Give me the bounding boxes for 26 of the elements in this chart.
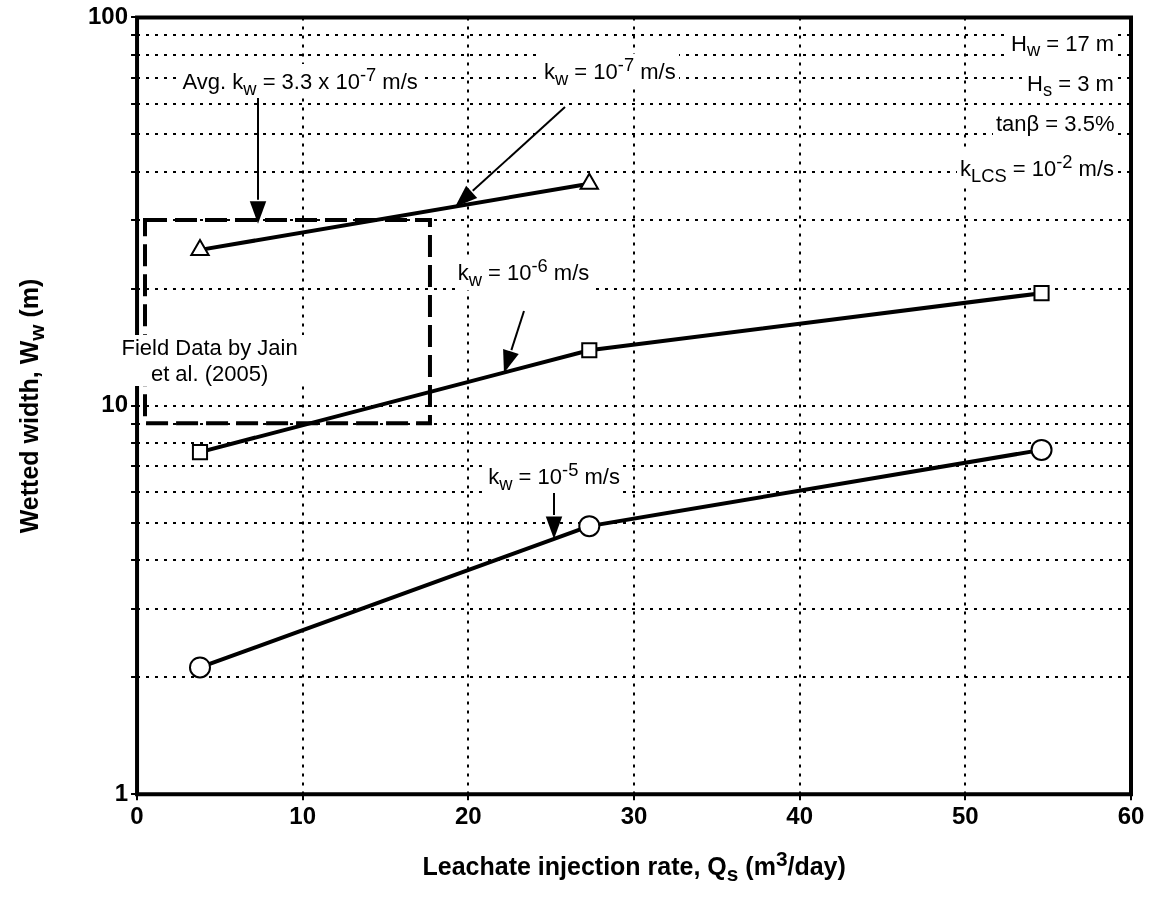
x-tick-label: 50	[951, 802, 979, 830]
annotation: Field Data by Jain et al. (2005)	[106, 335, 313, 386]
y-tick-label: 10	[101, 390, 129, 418]
x-tick-label: 10	[289, 802, 317, 830]
point	[578, 515, 601, 538]
annotation: k$_{LCS}$ = 10$^{-2}$ m/s	[957, 151, 1118, 187]
annotation: tanβ = 3.5%	[993, 111, 1118, 137]
y-tick-label: 1	[114, 778, 129, 806]
point	[1033, 285, 1050, 302]
point	[188, 656, 211, 679]
x-tick-label: 0	[130, 802, 144, 830]
point	[581, 342, 598, 359]
x-tick-label: 30	[620, 802, 648, 830]
x-tick-label: 40	[786, 802, 814, 830]
series-label: k$_{w}$ = 10$^{-5}$ m/s	[485, 459, 623, 495]
x-tick-label: 60	[1117, 802, 1145, 830]
point	[1030, 438, 1053, 461]
x-axis-title: Leachate injection rate, Q$_{s}$ (m$^{3}$/day)	[422, 846, 846, 887]
text: k$_{w}$ = 10$^{-6}$ m/s	[454, 255, 593, 290]
annotation: Avg. k$_{w}$ = 3.3 x 10$^{-7}$ m/s	[179, 63, 421, 99]
text: k$_{w}$ = 10$^{-7}$ m/s	[540, 54, 679, 89]
annotation: H$_{s}$ = 3 m	[1024, 71, 1117, 101]
annotation: H$_{w}$ = 17 m	[1008, 31, 1118, 61]
x-tick-label: 20	[455, 802, 482, 830]
point	[191, 444, 209, 461]
y-tick-label: 100	[88, 2, 129, 30]
